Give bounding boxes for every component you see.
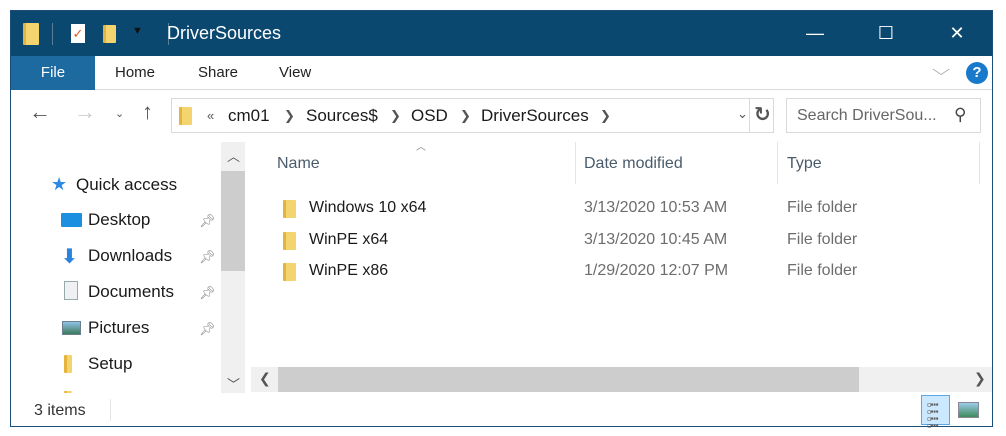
nav-scrollbar[interactable]: ︿ ﹀: [221, 142, 245, 393]
back-button[interactable]: ←: [29, 99, 51, 124]
divider: [52, 23, 53, 45]
status-bar: 3 items ▫┅ ▫┅ ▫┅ ▫┅: [11, 393, 992, 432]
table-row[interactable]: Windows 10 x64 3/13/2020 10:53 AM File f…: [271, 198, 991, 220]
search-input[interactable]: Search DriverSou...: [786, 98, 981, 133]
address-dropdown-icon[interactable]: ⌄: [737, 106, 748, 121]
scroll-thumb[interactable]: [221, 171, 245, 271]
nav-quick-access[interactable]: Quick access: [76, 175, 178, 194]
overflow-crumb[interactable]: «: [207, 108, 215, 123]
tab-share[interactable]: Share: [198, 64, 239, 81]
folder-icon: [283, 232, 296, 250]
address-bar[interactable]: « cm01 ❯ Sources$ ❯ OSD ❯ DriverSources …: [171, 98, 774, 133]
recent-locations-icon[interactable]: ⌄: [115, 108, 125, 120]
nav-desktop[interactable]: Desktop: [88, 210, 151, 229]
file-date: 3/13/2020 10:45 AM: [584, 231, 728, 248]
file-name: Windows 10 x64: [309, 199, 427, 216]
customize-toolbar-icon[interactable]: ▼: [132, 25, 143, 37]
explorer-window: ✓ ▼ DriverSources — ☐ ✕ File Home Share …: [10, 10, 993, 432]
divider: [749, 99, 750, 132]
scroll-right-icon[interactable]: ❯: [974, 370, 986, 386]
close-button[interactable]: ✕: [949, 23, 965, 43]
file-name: WinPE x64: [309, 231, 389, 248]
pin-icon[interactable]: 📌︎: [199, 321, 216, 336]
pin-icon[interactable]: 📌︎: [199, 249, 216, 264]
file-type: File folder: [787, 199, 858, 216]
refresh-icon[interactable]: ↻: [754, 104, 771, 126]
scroll-down-icon[interactable]: ﹀: [227, 377, 241, 392]
scroll-thumb[interactable]: [278, 367, 859, 392]
folder-icon: [283, 200, 296, 218]
chevron-right-icon[interactable]: ❯: [390, 108, 401, 123]
new-folder-icon[interactable]: [103, 25, 116, 43]
item-count: 3 items: [34, 402, 86, 419]
pin-icon[interactable]: 📌︎: [199, 213, 216, 228]
download-icon: ⬇: [61, 246, 78, 268]
nav-downloads[interactable]: Downloads: [88, 246, 173, 265]
file-type: File folder: [787, 231, 858, 248]
crumb-osd[interactable]: OSD: [411, 106, 448, 125]
folder-icon: [179, 107, 192, 125]
tab-home[interactable]: Home: [115, 64, 156, 81]
pin-icon[interactable]: 📌︎: [199, 285, 216, 300]
crumb-driversources[interactable]: DriverSources: [481, 106, 589, 125]
chevron-right-icon[interactable]: ❯: [460, 108, 471, 123]
file-date: 3/13/2020 10:53 AM: [584, 199, 728, 216]
divider: [110, 399, 111, 421]
search-icon[interactable]: ⚲: [954, 105, 967, 124]
column-name[interactable]: Name: [277, 155, 320, 172]
scroll-left-icon[interactable]: ❮: [259, 370, 271, 386]
tab-view[interactable]: View: [279, 64, 312, 81]
nav-documents[interactable]: Documents: [88, 282, 174, 301]
column-type[interactable]: Type: [787, 155, 822, 172]
scroll-up-icon[interactable]: ︿: [227, 149, 241, 164]
documents-icon: [64, 281, 78, 300]
help-icon[interactable]: ?: [966, 62, 988, 84]
horizontal-scrollbar[interactable]: ❮ ❯: [251, 367, 992, 392]
chevron-right-icon[interactable]: ❯: [600, 108, 611, 123]
divider[interactable]: [777, 142, 778, 184]
table-row[interactable]: WinPE x64 3/13/2020 10:45 AM File folder: [271, 230, 991, 252]
crumb-cm01[interactable]: cm01: [228, 106, 270, 125]
star-icon: ★: [51, 174, 68, 194]
chevron-right-icon[interactable]: ❯: [284, 108, 295, 123]
large-icons-view-button[interactable]: [958, 402, 979, 418]
properties-icon[interactable]: ✓: [71, 24, 85, 43]
window-title: DriverSources: [167, 23, 282, 43]
divider[interactable]: [575, 142, 576, 184]
tab-file[interactable]: File: [11, 56, 95, 90]
column-date-modified[interactable]: Date modified: [584, 155, 683, 172]
forward-button[interactable]: →: [74, 99, 96, 124]
title-bar: ✓ ▼ DriverSources — ☐ ✕: [11, 11, 992, 56]
crumb-sources[interactable]: Sources$: [306, 106, 378, 125]
folder-icon: [283, 263, 296, 281]
pictures-icon: [62, 321, 81, 335]
up-button[interactable]: ↑: [142, 99, 153, 124]
ribbon-tabs: File Home Share View ⌵ ?: [11, 56, 992, 90]
file-type: File folder: [787, 262, 858, 279]
folder-icon: [23, 23, 39, 45]
file-date: 1/29/2020 12:07 PM: [584, 262, 729, 279]
file-name: WinPE x86: [309, 262, 389, 279]
nav-pictures[interactable]: Pictures: [88, 318, 150, 337]
sort-ascending-icon: ︿: [416, 142, 426, 153]
divider: [168, 23, 169, 45]
expand-ribbon-icon[interactable]: ⌵: [931, 62, 951, 79]
folder-icon: [64, 355, 72, 373]
table-row[interactable]: WinPE x86 1/29/2020 12:07 PM File folder: [271, 261, 991, 283]
folder-icon: [64, 391, 72, 393]
details-view-button[interactable]: ▫┅ ▫┅ ▫┅ ▫┅: [921, 395, 950, 432]
minimize-button[interactable]: —: [806, 23, 824, 43]
nav-setup[interactable]: Setup: [88, 354, 133, 373]
desktop-icon: [61, 213, 82, 227]
divider[interactable]: [979, 142, 980, 184]
maximize-button[interactable]: ☐: [877, 23, 895, 43]
